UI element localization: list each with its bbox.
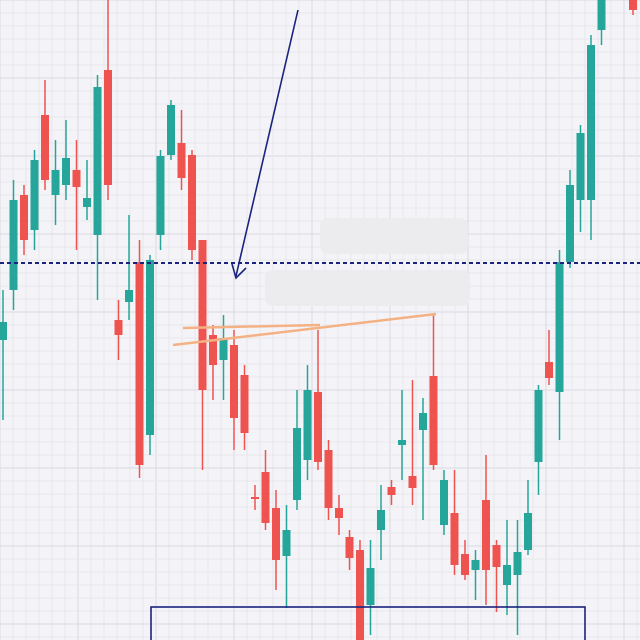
candle-body (41, 115, 49, 180)
candle-body (440, 480, 448, 525)
candle-body (314, 392, 322, 462)
candle-body (597, 0, 606, 30)
arrow-head (231, 263, 247, 280)
candle-body (408, 476, 417, 488)
blur-box (265, 270, 470, 306)
candle-body (198, 240, 207, 390)
candle-body (471, 560, 480, 570)
candle-body (461, 554, 469, 575)
candle-body (335, 508, 343, 518)
candle-body (93, 87, 102, 235)
candle-body (72, 170, 81, 187)
candle-body (282, 530, 291, 556)
candle-body (9, 200, 18, 290)
candle-body (324, 450, 333, 508)
trend-line (182, 323, 321, 330)
candle-body (482, 500, 490, 570)
candle-body (230, 345, 238, 418)
candle-body (62, 158, 70, 185)
candle-body (629, 0, 637, 10)
candle-body (524, 513, 532, 550)
candle-body (356, 550, 364, 640)
candle-body (30, 160, 39, 230)
candle-body (251, 497, 259, 499)
candle-body (83, 198, 91, 207)
candle-body (125, 290, 133, 302)
candle-body (167, 105, 175, 155)
candle-body (240, 375, 249, 433)
candle-body (0, 322, 7, 340)
candle-body (576, 133, 585, 200)
candle-body (177, 143, 186, 178)
candle-body (419, 413, 427, 430)
candle-body (20, 195, 28, 240)
candle-body (114, 320, 123, 335)
candle-body (387, 487, 396, 495)
candle-body (513, 552, 522, 575)
candle-body (219, 338, 228, 360)
candle-body (156, 156, 165, 235)
candle-body (587, 45, 595, 200)
candle-body (51, 170, 60, 195)
candle-body (492, 545, 501, 567)
candle-body (450, 513, 459, 565)
candle-body (503, 565, 511, 585)
candle-body (345, 537, 354, 558)
candle-body (209, 335, 217, 365)
candle-body (545, 362, 553, 378)
arrow (235, 9, 299, 277)
candle-body (429, 376, 438, 465)
trend-line (172, 312, 437, 347)
candle-body (188, 155, 196, 250)
candle-body (135, 262, 144, 465)
candle-body (104, 70, 112, 185)
candle-body (555, 262, 564, 392)
candle-body (293, 428, 301, 500)
candle-body (272, 508, 280, 560)
candle-body (261, 472, 270, 523)
candle-body (566, 185, 574, 262)
blur-box (320, 218, 468, 254)
candle-body (303, 390, 312, 460)
candle-body (146, 260, 154, 435)
candle-body (366, 568, 375, 605)
candle-body (398, 440, 406, 445)
candle-body (534, 390, 543, 462)
candle-body (377, 510, 385, 530)
zone-box (150, 606, 586, 640)
